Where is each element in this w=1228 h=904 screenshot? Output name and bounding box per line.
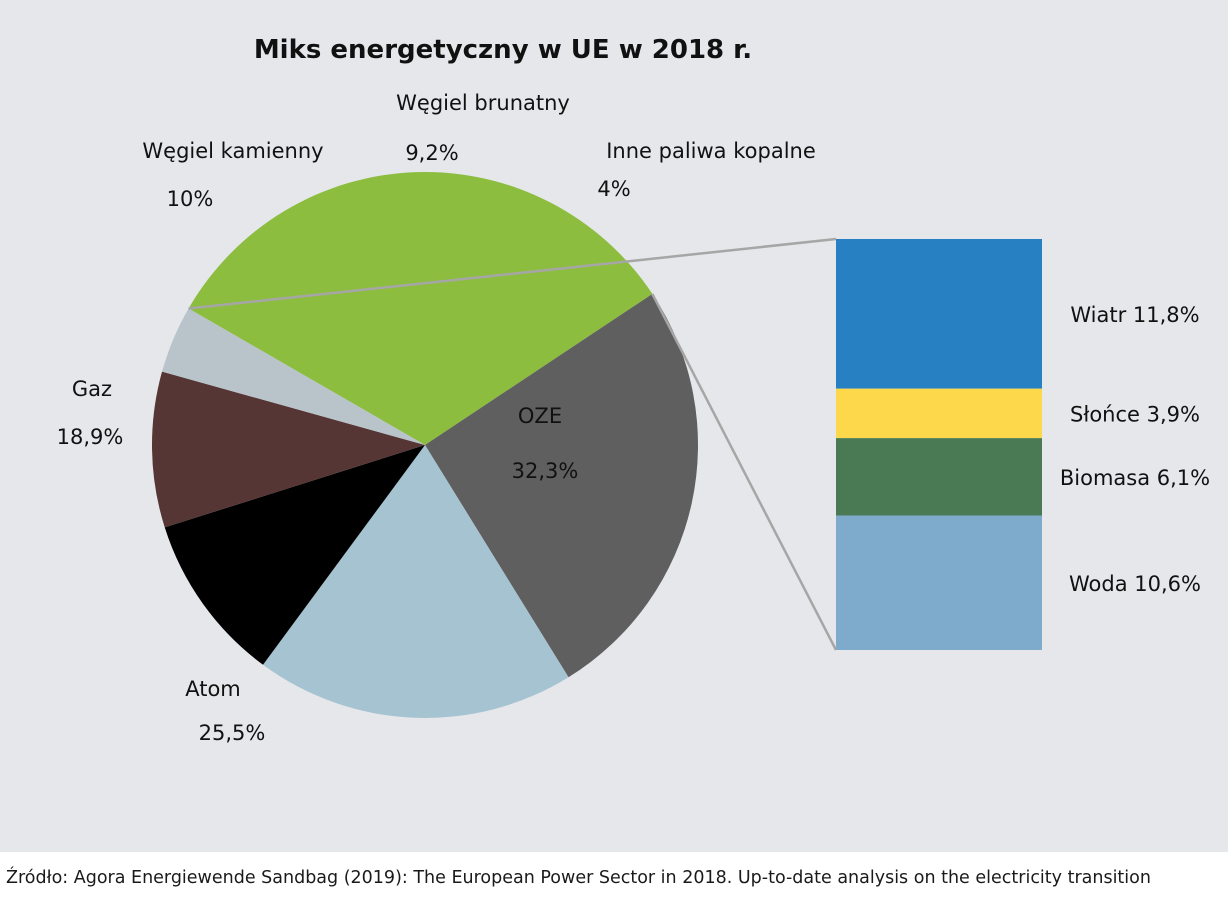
pie-slice-gaz xyxy=(263,445,569,718)
pie-label-gaz: Gaz xyxy=(72,377,112,401)
pie-value-atom: 25,5% xyxy=(199,721,266,745)
pie-label-atom: Atom xyxy=(185,677,241,701)
pie-slice-wegiel-kamienny xyxy=(164,445,425,665)
pie-label-wegiel-kamienny: Węgiel kamienny xyxy=(142,139,323,163)
bar-label-woda-10-6: Woda 10,6% xyxy=(1069,572,1201,596)
bar-label-wiatr-11-8: Wiatr 11,8% xyxy=(1070,303,1199,327)
pie-label-inne-paliwa-kopalne: Inne paliwa kopalne xyxy=(606,139,816,163)
pie-value-wegiel-brunatny: 9,2% xyxy=(405,141,458,165)
pie-slice-oze xyxy=(188,172,653,445)
pie-slice-inne-paliwa-kopalne xyxy=(162,308,426,445)
bar-label-slonce-3-9: Słońce 3,9% xyxy=(1070,402,1200,426)
pie-slice-wegiel-brunatny xyxy=(151,371,425,528)
pie-value-inne-paliwa-kopalne: 4% xyxy=(597,177,630,201)
connector-line-top xyxy=(188,237,837,310)
chart-panel: Miks energetyczny w UE w 2018 r. OZE 32,3… xyxy=(0,0,1228,852)
pie-label-wegiel-brunatny: Węgiel brunatny xyxy=(396,91,570,115)
pie-label-oze: OZE xyxy=(518,404,562,428)
bar-segment-slonce-3-9 xyxy=(836,388,1042,439)
chart-svg: Miks energetyczny w UE w 2018 r. OZE 32,3… xyxy=(57,35,1210,745)
pie-value-oze: 32,3% xyxy=(512,459,579,483)
pie-value-wegiel-kamienny: 10% xyxy=(167,187,214,211)
connector-line-bottom xyxy=(651,293,838,651)
bar-label-biomasa-6-1: Biomasa 6,1% xyxy=(1060,466,1210,490)
bar-segment-woda-10-6 xyxy=(836,515,1042,650)
pie-slice-atom xyxy=(425,293,698,678)
pie-value-gaz: 18,9% xyxy=(57,425,124,449)
bar-segment-biomasa-6-1 xyxy=(836,438,1042,516)
chart-title: Miks energetyczny w UE w 2018 r. xyxy=(254,35,752,65)
bar-segment-wiatr-11-8 xyxy=(836,239,1042,389)
source-note: Źródło: Agora Energiewende Sandbag (2019… xyxy=(6,868,1151,888)
